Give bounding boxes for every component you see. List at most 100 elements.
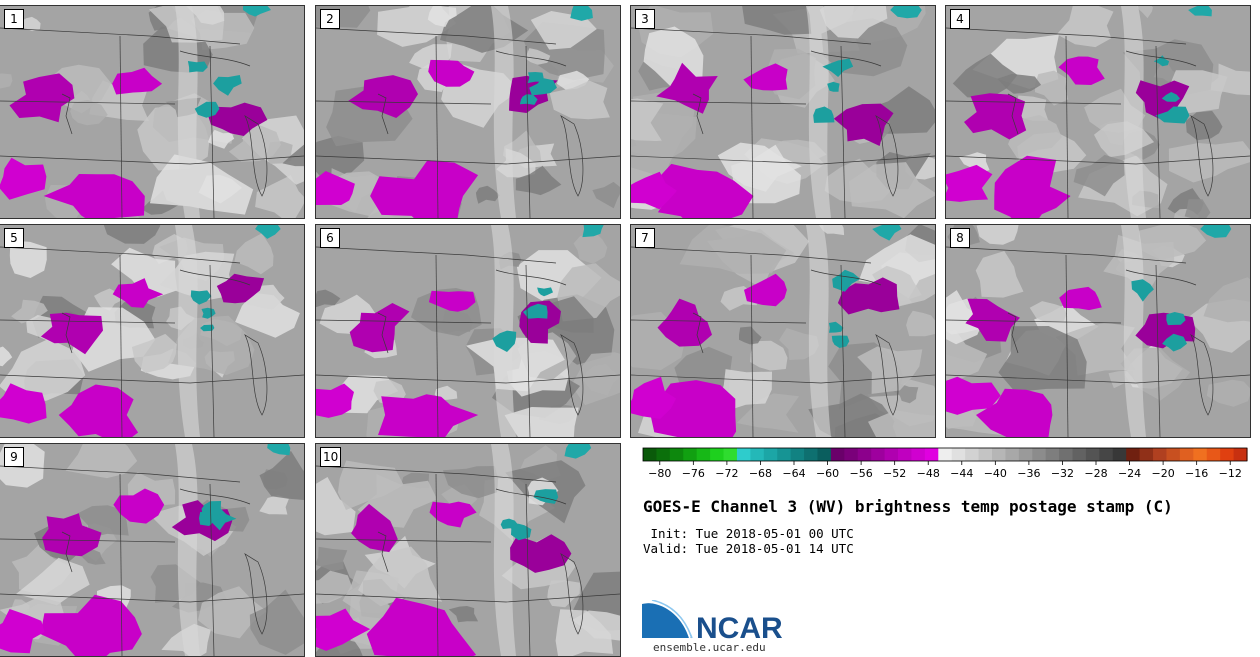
colorbar-swatch (1045, 448, 1060, 461)
colorbar-tick-label: −68 (749, 467, 772, 480)
colorbar-swatch (871, 448, 886, 461)
member-number: 3 (635, 9, 655, 29)
water-vapor-map (946, 225, 1250, 437)
ensemble-member-panel-8: 8 (945, 224, 1251, 438)
colorbar-swatch (763, 448, 778, 461)
colorbar-tick-label: −32 (1051, 467, 1074, 480)
water-vapor-map (316, 225, 620, 437)
colorbar-swatch (1166, 448, 1181, 461)
member-number: 6 (320, 228, 340, 248)
colorbar-tick-label: −76 (682, 467, 705, 480)
member-number: 2 (320, 9, 340, 29)
colorbar-swatch (844, 448, 859, 461)
colorbar-tick-label: −60 (816, 467, 839, 480)
colorbar-tick-label: −80 (648, 467, 671, 480)
colorbar-tick-label: −24 (1118, 467, 1141, 480)
water-vapor-map (631, 6, 935, 218)
member-number: 5 (4, 228, 24, 248)
colorbar-swatch (1005, 448, 1020, 461)
colorbar-tick-label: −40 (984, 467, 1007, 480)
colorbar-swatch (1139, 448, 1154, 461)
ensemble-member-panel-10: 10 (315, 443, 621, 657)
colorbar-swatch (1179, 448, 1194, 461)
colorbar-swatch (898, 448, 913, 461)
member-number: 10 (320, 447, 342, 467)
colorbar-swatch (777, 448, 792, 461)
water-vapor-map (946, 6, 1250, 218)
colorbar-swatch (1126, 448, 1141, 461)
colorbar-swatch (1018, 448, 1033, 461)
colorbar-tick-label: −20 (1152, 467, 1175, 480)
member-number: 4 (950, 9, 970, 29)
colorbar-tick-label: −36 (1017, 467, 1040, 480)
colorbar-swatch (857, 448, 872, 461)
ensemble-member-panel-9: 9 (0, 443, 305, 657)
colorbar-swatch (683, 448, 698, 461)
colorbar-tick-label: −16 (1185, 467, 1208, 480)
colorbar-swatch (911, 448, 926, 461)
brightness-temp-colorbar: −80 −76 −72 −68 −64 −60 −56 −52 −48 −44 −40 −36 −32−… (642, 447, 1248, 480)
valid-time: Valid: Tue 2018-05-01 14 UTC (643, 541, 854, 556)
colorbar-swatch (750, 448, 765, 461)
colorbar-swatch (951, 448, 966, 461)
colorbar-tick-label: −56 (850, 467, 873, 480)
colorbar-swatch (817, 448, 832, 461)
ensemble-member-panel-3: 3 (630, 5, 936, 219)
colorbar-tick-label: −52 (883, 467, 906, 480)
water-vapor-map (631, 225, 935, 437)
colorbar-swatch (991, 448, 1006, 461)
ncar-logo: NCAR (642, 600, 783, 645)
colorbar-tick-label: −72 (715, 467, 738, 480)
ensemble-member-panel-1: 1 (0, 5, 305, 219)
colorbar-swatch (924, 448, 939, 461)
colorbar-swatch (978, 448, 993, 461)
colorbar-swatch (643, 448, 658, 461)
colorbar-swatch (1233, 448, 1248, 461)
colorbar-swatch (696, 448, 711, 461)
figure-title: GOES-E Channel 3 (WV) brightness temp po… (643, 497, 1173, 516)
colorbar-tick-label: −44 (950, 467, 973, 480)
ensemble-member-panel-6: 6 (315, 224, 621, 438)
colorbar-swatch (1153, 448, 1168, 461)
water-vapor-map (0, 444, 304, 656)
colorbar-swatch (790, 448, 805, 461)
colorbar-swatch (710, 448, 725, 461)
colorbar-tick-label: −48 (917, 467, 940, 480)
colorbar-swatch (965, 448, 980, 461)
member-number: 1 (4, 9, 24, 29)
colorbar-swatch (736, 448, 751, 461)
ensemble-member-panel-7: 7 (630, 224, 936, 438)
colorbar-swatch (1085, 448, 1100, 461)
water-vapor-map (316, 444, 620, 656)
ensemble-url: ensemble.ucar.edu (653, 641, 766, 654)
colorbar-swatch (723, 448, 738, 461)
member-number: 7 (635, 228, 655, 248)
colorbar-swatch (938, 448, 953, 461)
colorbar-tick-label: −64 (782, 467, 805, 480)
colorbar-swatch (669, 448, 684, 461)
colorbar-swatch (1193, 448, 1208, 461)
colorbar-swatch (1059, 448, 1074, 461)
ensemble-member-panel-4: 4 (945, 5, 1251, 219)
member-number: 8 (950, 228, 970, 248)
init-time: Init: Tue 2018-05-01 00 UTC (643, 526, 854, 541)
colorbar-swatch (804, 448, 819, 461)
ensemble-member-panel-2: 2 (315, 5, 621, 219)
colorbar-swatch (1206, 448, 1221, 461)
water-vapor-map (0, 6, 304, 218)
colorbar-swatch (1072, 448, 1087, 461)
colorbar-swatch (656, 448, 671, 461)
colorbar-swatch (830, 448, 845, 461)
ensemble-member-panel-5: 5 (0, 224, 305, 438)
colorbar-swatch (1220, 448, 1235, 461)
water-vapor-map (316, 6, 620, 218)
svg-text:NCAR: NCAR (696, 612, 783, 645)
colorbar-swatch (1112, 448, 1127, 461)
colorbar-tick-label: −28 (1084, 467, 1107, 480)
colorbar-swatch (1099, 448, 1114, 461)
member-number: 9 (4, 447, 24, 467)
colorbar-swatch (1032, 448, 1047, 461)
water-vapor-map (0, 225, 304, 437)
colorbar-tick-label: −12 (1219, 467, 1242, 480)
colorbar-swatch (884, 448, 899, 461)
